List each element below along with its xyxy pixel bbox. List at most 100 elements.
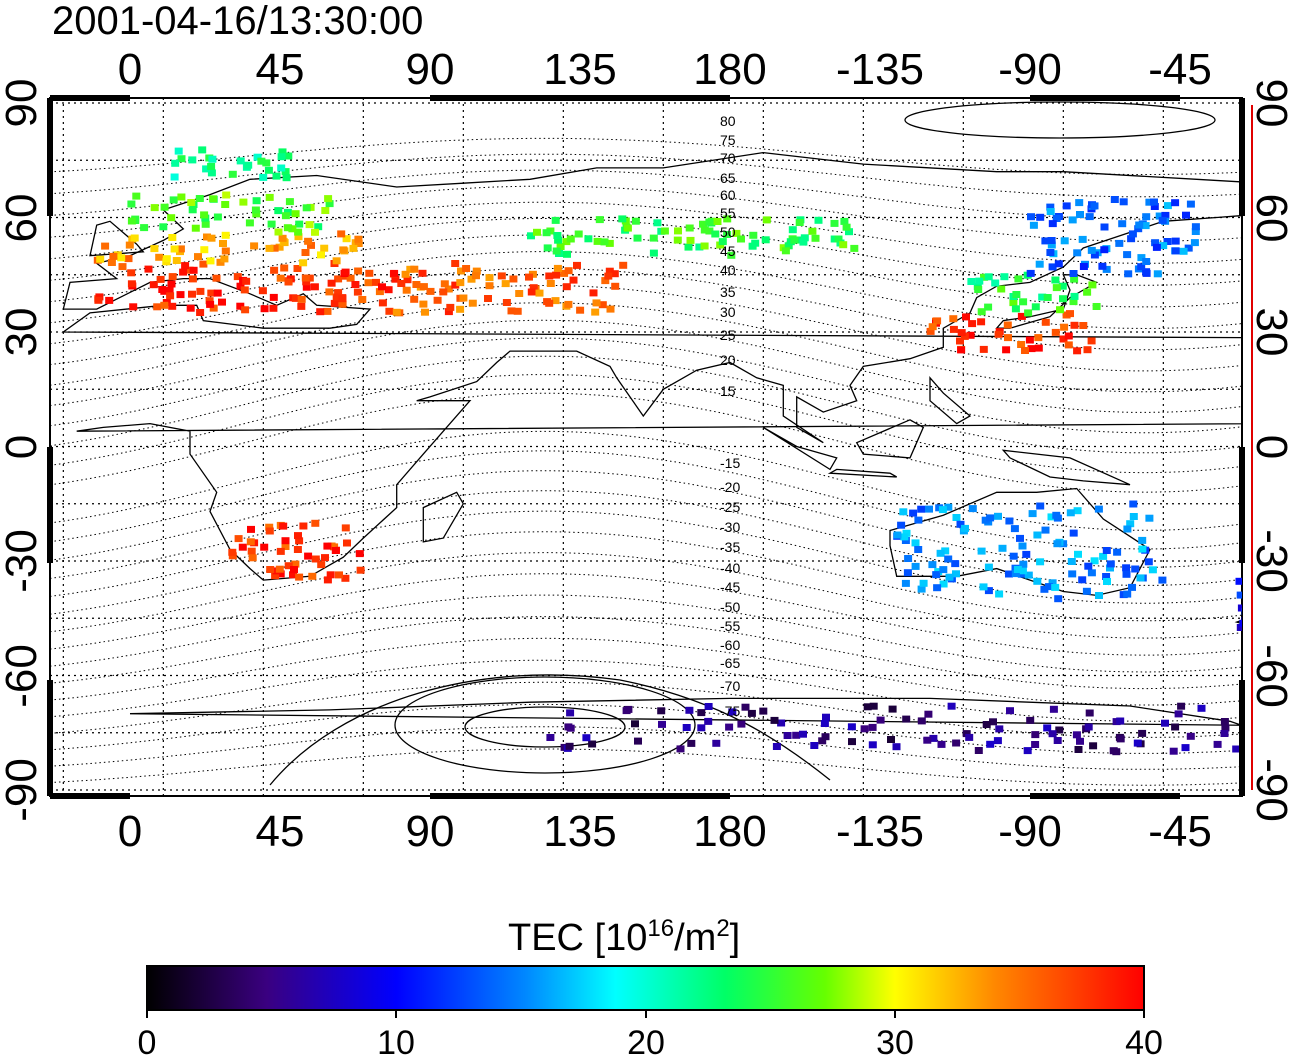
tec-point: [952, 739, 961, 747]
tec-point: [974, 286, 983, 293]
tec-point: [1191, 228, 1200, 235]
tec-point: [259, 173, 268, 181]
tec-point: [563, 250, 571, 258]
tec-point: [271, 572, 280, 580]
tec-point: [1074, 550, 1082, 558]
tec-point: [631, 720, 639, 728]
tec-point: [209, 195, 218, 203]
tec-point: [346, 274, 355, 282]
tec-point: [546, 734, 555, 741]
tec-point: [1137, 263, 1146, 271]
lat-tick-right: 60: [1247, 194, 1292, 243]
contour-label: 35: [720, 284, 736, 300]
lon-tick-bottom: -135: [836, 807, 924, 856]
tec-point: [1083, 346, 1092, 354]
lon-tick-bottom: -90: [998, 807, 1062, 856]
lat-tick-left: -30: [0, 529, 46, 593]
tec-point: [902, 715, 911, 723]
tec-point: [194, 253, 202, 261]
tec-point: [1000, 273, 1009, 281]
tec-point: [132, 192, 141, 200]
colorbar-tick-label: 30: [876, 1024, 914, 1057]
tec-point: [94, 296, 103, 304]
tec-point: [513, 307, 522, 315]
tec-point: [1034, 344, 1043, 352]
tec-point: [1142, 213, 1151, 221]
tec-point: [984, 273, 993, 281]
tec-point: [977, 547, 986, 555]
tec-point: [207, 289, 216, 297]
tec-point: [446, 303, 455, 311]
tec-point: [321, 207, 330, 214]
tec-point: [297, 295, 306, 303]
tec-point: [956, 520, 965, 528]
tec-point: [830, 219, 839, 227]
tec-point: [260, 305, 269, 313]
tec-point: [1055, 726, 1064, 734]
tec-point: [1126, 520, 1135, 528]
tec-point: [902, 529, 911, 537]
tec-point: [421, 308, 429, 316]
lon-tick-top: 0: [118, 45, 142, 94]
tec-point: [1041, 318, 1050, 326]
tec-point: [1031, 731, 1040, 739]
lat-tick-right: -90: [1247, 758, 1292, 822]
tec-point: [565, 742, 574, 750]
tec-point: [264, 166, 273, 174]
tec-point: [127, 280, 136, 288]
tec-point: [222, 191, 231, 199]
tec-point: [457, 267, 465, 275]
contour-line: [50, 450, 1242, 550]
contour-label: -40: [720, 560, 740, 576]
tec-point: [291, 294, 300, 302]
tec-point: [968, 505, 977, 513]
tec-point: [1274, 612, 1282, 619]
tec-point: [542, 229, 551, 237]
tec-point: [1123, 251, 1132, 259]
tec-point: [869, 702, 878, 710]
tec-point: [109, 252, 118, 260]
tec-point: [1027, 213, 1035, 221]
tec-point: [1035, 260, 1044, 268]
contour-line: [50, 201, 1242, 264]
tec-point: [957, 329, 966, 337]
tec-point: [543, 244, 552, 252]
tec-point: [444, 285, 453, 293]
tec-point: [426, 287, 435, 295]
tec-point: [699, 220, 707, 228]
tec-point: [96, 255, 105, 263]
tec-point: [850, 244, 859, 252]
tec-point: [606, 305, 615, 313]
lat-tick-right: 90: [1247, 79, 1292, 128]
contour-label: 75: [720, 132, 736, 148]
tec-point: [660, 227, 669, 235]
tec-point: [125, 241, 134, 249]
tec-point: [759, 707, 768, 715]
tec-point: [554, 236, 563, 244]
tec-point: [191, 224, 200, 232]
tec-point: [1274, 735, 1282, 742]
tec-point: [601, 277, 610, 285]
tec-point: [233, 273, 242, 281]
contour-line: [50, 490, 1242, 586]
tec-point: [697, 709, 706, 717]
tec-point: [1129, 500, 1138, 508]
tec-point: [265, 244, 274, 252]
tec-point: [1018, 567, 1027, 575]
tec-point: [168, 273, 177, 281]
tec-point: [1089, 742, 1098, 750]
tec-point: [770, 716, 779, 724]
tec-point: [543, 298, 552, 306]
tec-point: [795, 219, 804, 226]
tec-point: [385, 307, 394, 315]
tec-point: [451, 260, 460, 267]
tec-point: [605, 239, 614, 247]
lon-tick-bottom: 180: [693, 807, 766, 856]
tec-point: [574, 230, 583, 238]
tec-point: [297, 302, 306, 310]
tec-point: [947, 702, 956, 710]
tec-point: [552, 247, 561, 255]
tec-point: [1076, 211, 1084, 218]
tec-point: [984, 303, 993, 311]
